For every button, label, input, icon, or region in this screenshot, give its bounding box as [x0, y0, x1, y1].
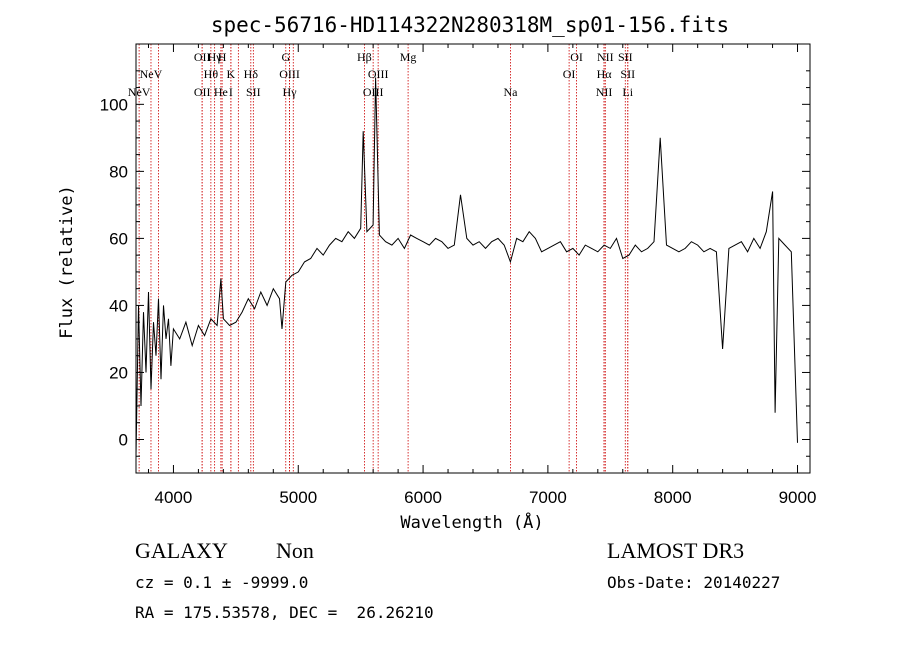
x-tick-label-4000: 4000: [155, 488, 193, 507]
y-tick-label-60: 60: [109, 229, 128, 248]
line-label-0: NeV: [140, 67, 163, 81]
plot-frame: [135, 43, 811, 474]
line-label-5: Hγ: [208, 50, 223, 64]
object-subclass: Non: [276, 538, 314, 563]
y-tick-label-20: 20: [109, 363, 128, 382]
redshift-readout: cz = 0.1 ± -9999.0: [135, 573, 309, 592]
line-label-13: SII: [246, 85, 261, 99]
line-label-25: NII: [597, 50, 614, 64]
x-tick-label-6000: 6000: [404, 488, 442, 507]
x-axis: 4000 5000 6000 7000 8000 9000: [147, 44, 817, 507]
line-label-23: OI: [563, 67, 576, 81]
line-label-19: OIII: [363, 85, 384, 99]
object-class: GALAXY: [135, 538, 228, 563]
x-tick-label-9000: 9000: [779, 488, 817, 507]
line-label-20: OIII: [368, 67, 389, 81]
line-label-4: OII: [194, 85, 211, 99]
x-axis-label: Wavelength (Å): [400, 511, 543, 533]
y-axis: 0 20 40 60 80 100: [100, 70, 810, 474]
coordinates-readout: RA = 175.53578, DEC = 26.26210: [135, 603, 434, 622]
line-label-1: NeV: [128, 85, 151, 99]
y-tick-label-0: 0: [119, 430, 128, 449]
line-label-8: He: [214, 85, 228, 99]
line-label-30: Li: [622, 85, 633, 99]
y-axis-label: Flux (relative): [57, 185, 77, 339]
line-label-27: NII: [596, 85, 613, 99]
survey-name: LAMOST DR3: [607, 538, 745, 563]
line-label-12: Hδ: [244, 67, 259, 81]
observation-date: Obs-Date: 20140227: [607, 573, 781, 592]
line-label-15: OIII: [279, 67, 300, 81]
y-tick-label-40: 40: [109, 296, 128, 315]
spectrum-series-line: [135, 77, 798, 457]
line-label-14: G: [281, 50, 290, 64]
line-label-3: OII: [194, 50, 211, 64]
line-label-24: OI: [570, 50, 583, 64]
line-label-28: SII: [618, 50, 633, 64]
line-label-22: Na: [503, 85, 518, 99]
line-markers: [138, 44, 629, 473]
y-tick-label-100: 100: [100, 95, 128, 114]
x-tick-label-5000: 5000: [279, 488, 317, 507]
line-label-16: Hγ: [283, 85, 298, 99]
chart-title: spec-56716-HD114322N280318M_sp01-156.fit…: [211, 13, 729, 37]
line-label-7: H: [218, 50, 227, 64]
line-label-21: Mg: [400, 50, 417, 64]
line-label-10: I: [229, 85, 233, 99]
y-tick-label-80: 80: [109, 162, 128, 181]
line-label-26: Hα: [597, 67, 613, 81]
line-label-9: K: [227, 67, 236, 81]
line-label-6: Hθ: [204, 67, 219, 81]
x-tick-label-8000: 8000: [654, 488, 692, 507]
line-label-18: Hβ: [357, 50, 372, 64]
x-tick-label-7000: 7000: [529, 488, 567, 507]
line-labels: NeVNeVOIIOIIHγHθHHeKIHδSIIGOIIIHγHβOIIIO…: [128, 50, 635, 99]
line-label-29: SII: [620, 67, 635, 81]
